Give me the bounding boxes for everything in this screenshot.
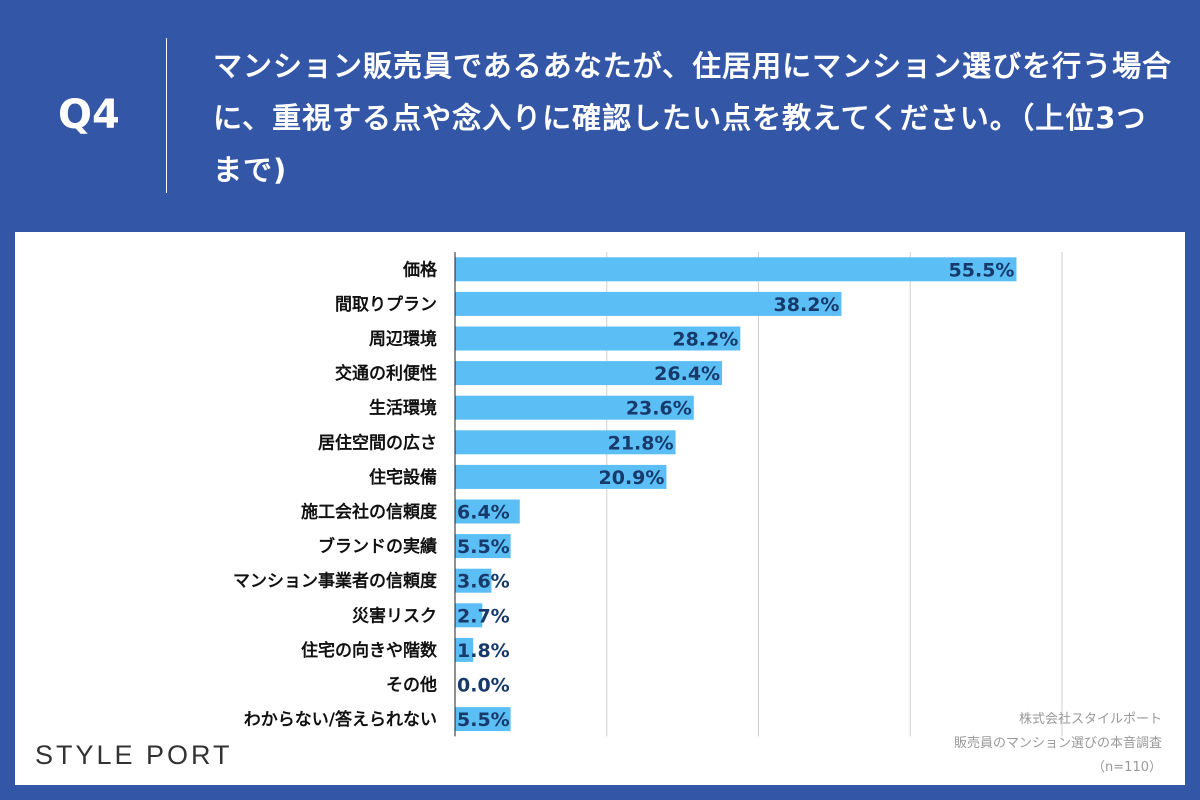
bar	[455, 326, 741, 351]
bar	[455, 464, 667, 489]
category-label: 交通の利便性	[335, 363, 437, 384]
chart-panel	[15, 232, 1185, 785]
category-label: 災害リスク	[352, 605, 437, 626]
category-label: わからない/答えられない	[244, 709, 437, 730]
credit-sample: （n=110）	[1092, 760, 1162, 775]
source-credit: 株式会社スタイルポート 販売員のマンション選びの本音調査 （n=110）	[954, 708, 1162, 780]
question-number: Q4	[58, 92, 120, 138]
credit-survey: 販売員のマンション選びの本音調査	[953, 736, 1162, 751]
style-port-logo: STYLE PORT	[35, 740, 233, 770]
category-label: 価格	[402, 259, 438, 280]
category-label: 生活環境	[369, 398, 437, 419]
bar	[455, 361, 723, 386]
bar	[455, 568, 492, 593]
question-text: マンション販売員であるあなたが、住居用にマンション選びを行う場合に、重視する点や…	[213, 49, 1173, 187]
category-label: 間取りプラン	[335, 294, 437, 315]
value-label: 20.9%	[599, 467, 665, 489]
value-label: 3.6%	[457, 571, 510, 593]
category-label: マンション事業者の信頼度	[233, 571, 438, 592]
value-label: 0.0%	[457, 675, 510, 697]
bar	[455, 430, 676, 455]
value-label: 23.6%	[626, 398, 692, 420]
value-label: 5.5%	[457, 536, 510, 558]
value-label: 6.4%	[457, 502, 510, 524]
category-label: 住宅設備	[369, 467, 437, 488]
category-label: 居住空間の広さ	[318, 432, 437, 453]
category-label: 施工会社の信頼度	[301, 502, 438, 523]
bar	[455, 257, 1017, 282]
value-label: 55.5%	[949, 259, 1015, 281]
bar	[455, 534, 511, 559]
value-label: 1.8%	[457, 640, 510, 662]
category-label: 住宅の向きや階数	[301, 640, 438, 661]
bar	[455, 499, 520, 524]
bar	[455, 637, 474, 662]
header-divider	[166, 38, 167, 193]
bar	[455, 291, 842, 316]
value-label: 28.2%	[672, 329, 738, 351]
category-label: 周辺環境	[369, 329, 437, 350]
category-label: その他	[386, 675, 437, 696]
bar	[455, 603, 483, 628]
category-label: ブランドの実績	[318, 536, 437, 557]
credit-company: 株式会社スタイルポート	[1018, 712, 1162, 727]
value-label: 2.7%	[457, 605, 510, 627]
value-label: 38.2%	[774, 294, 840, 316]
value-label: 5.5%	[457, 709, 510, 731]
value-label: 21.8%	[608, 432, 674, 454]
bar	[455, 707, 511, 732]
bar	[455, 395, 694, 420]
value-label: 26.4%	[654, 363, 720, 385]
